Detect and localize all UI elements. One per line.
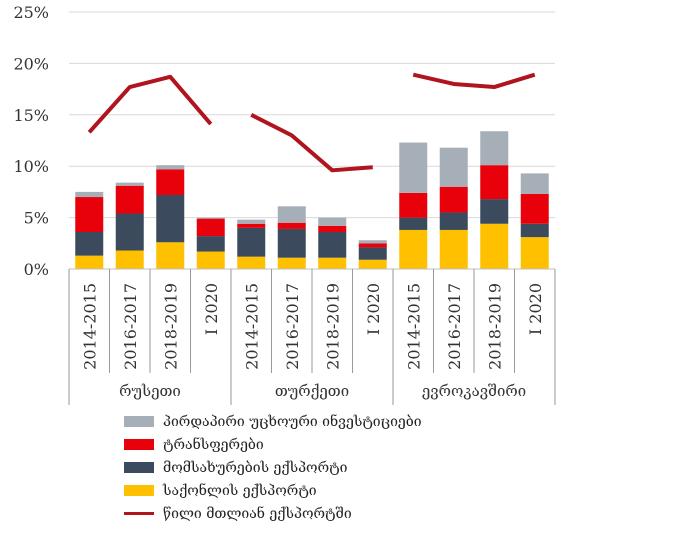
bar-segment [156,165,185,170]
x-category-label: 2014-2015 [80,283,99,370]
bar-segment [318,217,347,226]
legend-item-fdi: პირდაპირი უცხოური ინვესტიციები [124,410,422,433]
x-category-label: I 2020 [364,283,383,335]
bar-segment [196,218,225,237]
bar-segment [318,231,347,258]
y-tick-label: 5% [24,209,49,228]
bar-segment [237,227,266,257]
bar-segment [399,192,428,218]
bar-segment [480,165,509,200]
bar-segment [277,222,306,229]
legend-label-services: მომსახურების ექსპორტი [163,459,348,476]
bar-segment [520,173,549,194]
y-tick-label: 20% [13,54,49,73]
x-category-label: 2014-2015 [404,283,423,370]
bar-segment [277,257,306,269]
bar-segment [520,193,549,224]
bar-segment [237,223,266,228]
bar-segment [520,237,549,269]
y-tick-label: 25% [13,3,49,22]
bar-segment [439,147,468,187]
legend-label-goods: საქონლის ექსპორტი [163,482,317,499]
y-tick-label: 0% [24,260,49,279]
bar-segment [358,240,387,244]
legend-item-transfers: ტრანსფერები [124,433,422,456]
bar-segment [399,217,428,230]
bar-segment [520,223,549,238]
x-group-label: ევროკავშირი [422,382,526,400]
bar-segment [399,142,428,193]
bar-segment [115,250,144,269]
y-tick-label: 10% [13,157,49,176]
bar-segment [75,197,104,232]
legend-item-share: წილი მთლიან ექსპორტში [124,502,422,525]
legend-swatch-transfers [124,439,154,450]
legend-label-transfers: ტრანსფერები [163,436,264,453]
x-category-label: 2016-2017 [445,283,464,370]
x-group-label: თურქეთი [275,382,349,400]
bar-segment [358,247,387,260]
bar-segment [480,131,509,166]
bar-segment [115,185,144,214]
legend-swatch-services [124,462,154,473]
x-category-label: 2018-2019 [161,283,180,370]
x-category-label: I 2020 [202,283,221,335]
bar-segment [399,229,428,269]
y-tick-label: 15% [13,106,49,125]
bar-segment [237,256,266,269]
bar-segment [358,243,387,248]
bar-segment [156,194,185,243]
bar-segment [480,199,509,224]
legend-item-goods: საქონლის ექსპორტი [124,479,422,502]
bar-segment [156,169,185,195]
legend-item-services: მომსახურების ექსპორტი [124,456,422,479]
x-category-label: 2016-2017 [283,283,302,370]
bar-segment [318,225,347,232]
x-category-label: 2014-2015 [242,283,261,370]
legend-label-share: წილი მთლიან ექსპორტში [163,505,352,522]
x-group-label: რუსეთი [119,382,181,400]
x-category-label: 2018-2019 [323,283,342,370]
bar-segment [318,257,347,269]
legend-swatch-goods [124,485,154,496]
bar-segment [196,251,225,269]
x-category-label: I 2020 [526,283,545,335]
legend-swatch-fdi [124,416,154,427]
bar-segment [439,212,468,230]
bar-segment [358,259,387,269]
bar-segment [75,255,104,269]
bar-segment [75,191,104,198]
bar-segment [115,213,144,251]
bar-segment [439,186,468,213]
bar-segment [439,229,468,269]
bar-segment [277,206,306,223]
x-category-label: 2018-2019 [485,283,504,370]
legend-swatch-share [124,512,154,515]
bar-segment [196,236,225,252]
bar-segment [277,228,306,258]
bar-segment [75,231,104,256]
share-line [87,74,213,134]
bar-segment [196,217,225,219]
x-category-label: 2016-2017 [121,283,140,370]
share-line [412,72,536,90]
bar-segment [480,223,509,269]
legend: პირდაპირი უცხოური ინვესტიციები ტრანსფერე… [124,410,422,525]
bar-segment [156,242,185,269]
bar-segment [237,219,266,224]
share-line [250,113,373,173]
legend-label-fdi: პირდაპირი უცხოური ინვესტიციები [163,413,422,430]
bar-segment [115,182,144,186]
